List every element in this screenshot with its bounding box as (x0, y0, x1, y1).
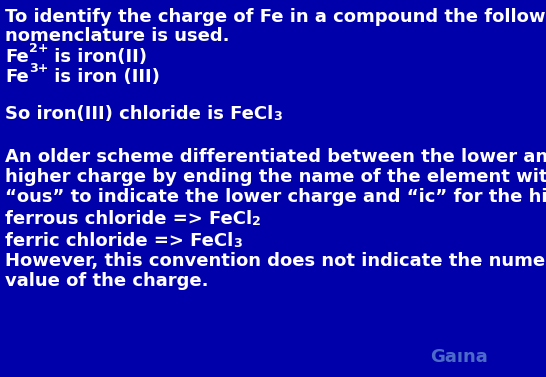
Text: However, this convention does not indicate the numerical: However, this convention does not indica… (5, 252, 546, 270)
Text: So iron(III) chloride is FeCl: So iron(III) chloride is FeCl (5, 105, 273, 123)
Text: 3+: 3+ (29, 62, 48, 75)
Text: “ous” to indicate the lower charge and “ic” for the higher.: “ous” to indicate the lower charge and “… (5, 188, 546, 206)
Text: ferrous chloride => FeCl: ferrous chloride => FeCl (5, 210, 252, 228)
Text: Gaına: Gaına (430, 348, 488, 366)
Text: nomenclature is used.: nomenclature is used. (5, 27, 229, 45)
Text: 3: 3 (233, 237, 242, 250)
Text: Fe: Fe (5, 68, 29, 86)
Text: is iron(II): is iron(II) (48, 48, 147, 66)
Text: 2: 2 (252, 215, 261, 228)
Text: value of the charge.: value of the charge. (5, 272, 209, 290)
Text: To identify the charge of Fe in a compound the following: To identify the charge of Fe in a compou… (5, 8, 546, 26)
Text: is iron (III): is iron (III) (48, 68, 160, 86)
Text: 3: 3 (273, 110, 282, 123)
Text: higher charge by ending the name of the element with: higher charge by ending the name of the … (5, 168, 546, 186)
Text: Fe: Fe (5, 48, 29, 66)
Text: ferric chloride => FeCl: ferric chloride => FeCl (5, 232, 233, 250)
Text: An older scheme differentiated between the lower and: An older scheme differentiated between t… (5, 148, 546, 166)
Text: 2+: 2+ (29, 42, 48, 55)
